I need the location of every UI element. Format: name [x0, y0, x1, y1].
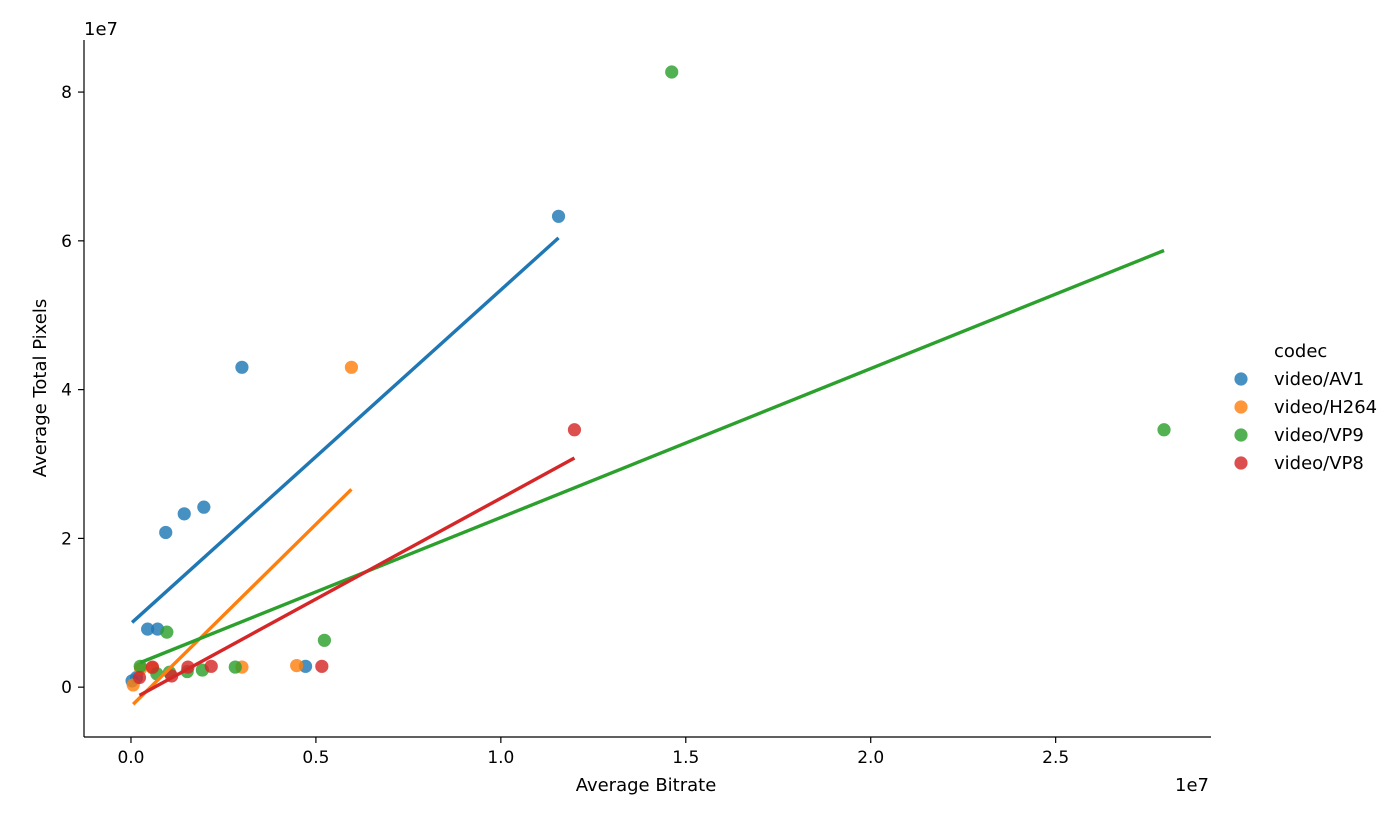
data-point-video-h264 — [290, 658, 304, 673]
data-point-video-av1 — [235, 360, 249, 374]
legend-label-video-vp8: video/VP8 — [1274, 453, 1364, 474]
x-tick-label: 0.5 — [302, 748, 329, 768]
data-point-video-vp8 — [315, 659, 329, 673]
x-tick-label: 1.5 — [672, 748, 699, 768]
legend-marker-video-h264 — [1234, 400, 1248, 414]
data-point-video-av1 — [197, 500, 211, 514]
data-point-video-h264 — [344, 360, 359, 374]
x-offset-label: 1e7 — [1175, 775, 1209, 796]
y-offset-label: 1e7 — [84, 19, 118, 40]
x-tick-label: 2.0 — [857, 748, 884, 768]
legend-title: codec — [1274, 341, 1327, 362]
fit-line-video-vp9 — [139, 248, 1165, 665]
x-axis-label: Average Bitrate — [576, 775, 717, 796]
legend: codec video/AV1 video/H264 video/VP9 video/… — [1234, 341, 1377, 474]
data-point-video-vp8 — [567, 423, 582, 437]
legend-marker-video-vp9 — [1234, 428, 1248, 442]
data-point-video-vp9 — [160, 625, 174, 639]
y-tick-label: 4 — [61, 381, 72, 401]
x-tick-label: 2.5 — [1042, 748, 1069, 768]
data-point-video-av1 — [177, 507, 191, 521]
y-tick-label: 8 — [61, 83, 72, 103]
legend-marker-video-av1 — [1234, 372, 1248, 386]
legend-label-video-h264: video/H264 — [1274, 397, 1377, 418]
axes — [83, 40, 1211, 738]
data-point-video-vp9 — [317, 633, 332, 647]
data-point-video-vp8 — [204, 659, 218, 673]
data-point-video-av1 — [551, 209, 566, 223]
y-tick-label: 0 — [61, 678, 72, 698]
x-ticks: 0.0 0.5 1.0 1.5 2.0 2.5 — [117, 737, 1069, 768]
data-point-video-av1 — [159, 525, 173, 540]
regression-lines — [130, 236, 1165, 706]
data-point-video-vp9 — [1157, 423, 1171, 437]
data-point-video-vp9 — [228, 660, 242, 674]
legend-label-video-vp9: video/VP9 — [1274, 425, 1364, 446]
data-point-video-vp9 — [665, 65, 679, 79]
y-tick-label: 2 — [61, 529, 72, 549]
fit-line-video-h264 — [131, 488, 353, 706]
x-tick-label: 0.0 — [117, 748, 144, 768]
data-point-video-vp8 — [145, 660, 160, 674]
legend-label-video-av1: video/AV1 — [1274, 369, 1364, 390]
legend-marker-video-vp8 — [1234, 456, 1248, 470]
data-points — [125, 65, 1171, 692]
y-ticks: 0 2 4 6 8 — [61, 83, 84, 698]
x-tick-label: 1.0 — [487, 748, 514, 768]
data-point-video-vp8 — [132, 670, 147, 685]
y-tick-label: 6 — [61, 232, 72, 252]
y-axis-label: Average Total Pixels — [30, 299, 51, 477]
fit-line-video-av1 — [130, 236, 560, 624]
data-point-video-av1 — [141, 622, 155, 636]
fit-line-video-vp8 — [138, 456, 576, 697]
